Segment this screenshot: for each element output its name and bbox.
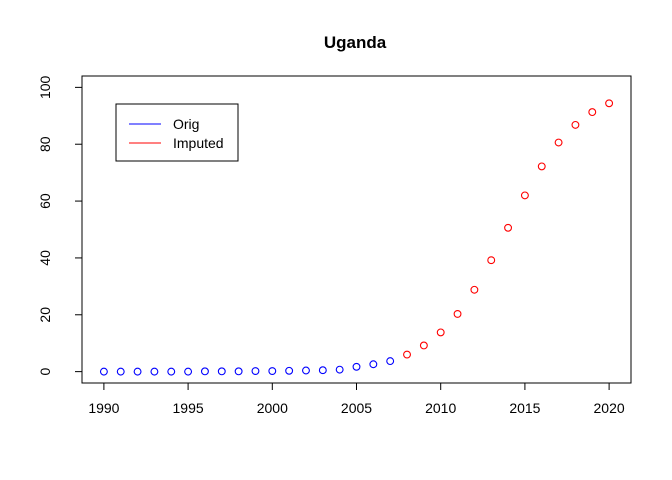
data-point-imputed [436,328,445,337]
chart-title: Uganda [324,33,387,52]
data-point-imputed [554,138,563,147]
x-tick-label: 2000 [257,400,288,416]
data-point-orig [234,367,243,376]
data-point-orig [99,367,108,376]
data-point-orig [133,367,142,376]
data-point-imputed [403,350,411,359]
x-tick-label: 2010 [425,400,456,416]
y-axis: 0 20 40 60 80 100 [37,75,83,376]
data-point-orig [184,367,193,376]
y-tick-label: 40 [37,250,53,266]
x-axis: 1990 1995 2000 2005 2010 2015 2020 [88,382,625,416]
data-point-orig [200,367,209,376]
data-point-imputed [588,108,597,117]
legend-label-imputed: Imputed [173,135,224,151]
data-point-orig [116,367,125,376]
data-point-imputed [487,256,496,265]
data-point-imputed [504,223,513,232]
y-tick-label: 0 [37,368,53,376]
data-point-orig [335,365,344,374]
data-point-orig [217,367,226,376]
data-points [99,99,614,376]
data-point-orig [251,367,260,376]
data-point-orig [268,367,277,376]
legend: Orig Imputed [115,103,239,162]
data-point-orig [285,366,294,375]
x-tick-label: 1995 [173,400,204,416]
y-tick-label: 100 [37,75,53,99]
data-point-imputed [537,162,546,171]
y-tick-label: 80 [37,136,53,152]
data-point-orig [302,366,310,375]
x-tick-label: 2020 [594,400,625,416]
x-tick-label: 2005 [341,400,372,416]
data-point-orig [167,367,176,376]
data-point-imputed [453,309,462,318]
data-point-orig [386,357,395,366]
data-point-orig [369,360,378,369]
legend-label-orig: Orig [173,116,199,132]
y-tick-label: 60 [37,193,53,209]
data-point-imputed [571,120,580,129]
data-point-imputed [520,191,529,200]
data-point-imputed [470,285,479,294]
legend-box [115,103,239,162]
data-point-orig [318,366,327,375]
data-point-orig [150,367,159,376]
data-point-imputed [419,341,428,350]
data-point-orig [352,362,361,371]
x-tick-label: 2015 [509,400,540,416]
y-tick-label: 20 [37,307,53,323]
x-tick-label: 1990 [88,400,119,416]
data-point-imputed [605,99,614,108]
